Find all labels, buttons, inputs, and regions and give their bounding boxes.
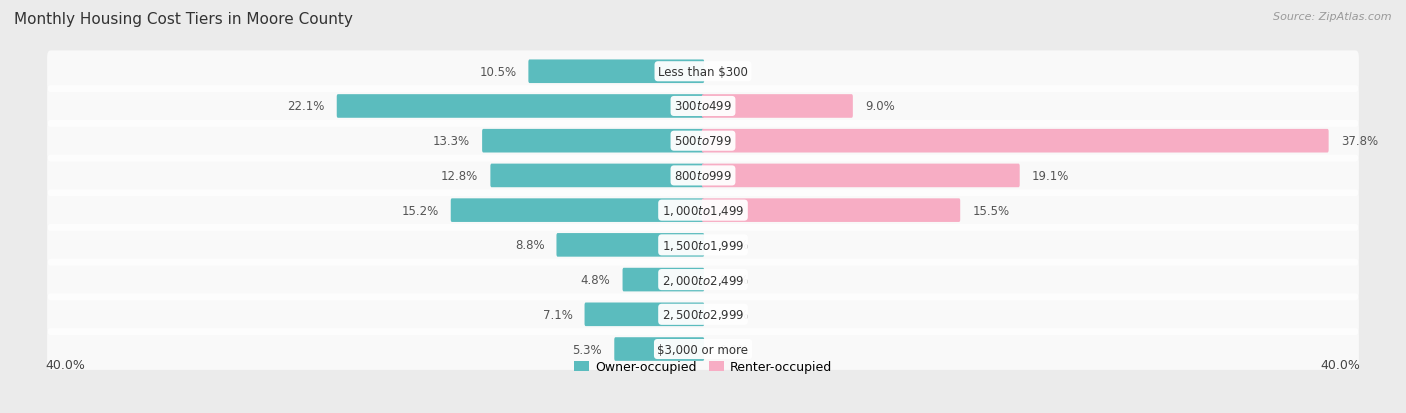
Text: 37.8%: 37.8%: [1341, 135, 1378, 148]
FancyBboxPatch shape: [48, 225, 1358, 266]
Text: 0.0%: 0.0%: [720, 273, 749, 286]
Text: $1,500 to $1,999: $1,500 to $1,999: [662, 238, 744, 252]
FancyBboxPatch shape: [702, 130, 1329, 153]
Text: 40.0%: 40.0%: [1320, 358, 1361, 371]
Text: 4.8%: 4.8%: [581, 273, 610, 286]
FancyBboxPatch shape: [337, 95, 704, 119]
Text: 22.1%: 22.1%: [287, 100, 325, 113]
Text: $500 to $799: $500 to $799: [673, 135, 733, 148]
Text: 7.1%: 7.1%: [543, 308, 572, 321]
Text: 10.5%: 10.5%: [479, 66, 516, 78]
Text: $300 to $499: $300 to $499: [673, 100, 733, 113]
Text: 0.0%: 0.0%: [720, 308, 749, 321]
FancyBboxPatch shape: [702, 95, 853, 119]
Text: 15.2%: 15.2%: [402, 204, 439, 217]
FancyBboxPatch shape: [48, 328, 1358, 370]
Text: 0.0%: 0.0%: [720, 66, 749, 78]
FancyBboxPatch shape: [491, 164, 704, 188]
Text: 13.3%: 13.3%: [433, 135, 470, 148]
Text: 0.0%: 0.0%: [720, 343, 749, 356]
Text: 15.5%: 15.5%: [973, 204, 1010, 217]
Text: 19.1%: 19.1%: [1032, 169, 1069, 183]
Text: 8.8%: 8.8%: [515, 239, 544, 252]
FancyBboxPatch shape: [48, 259, 1358, 301]
FancyBboxPatch shape: [702, 164, 1019, 188]
FancyBboxPatch shape: [482, 130, 704, 153]
FancyBboxPatch shape: [451, 199, 704, 223]
Text: 9.0%: 9.0%: [865, 100, 894, 113]
FancyBboxPatch shape: [48, 86, 1358, 128]
FancyBboxPatch shape: [614, 337, 704, 361]
FancyBboxPatch shape: [48, 121, 1358, 162]
Text: Less than $300: Less than $300: [658, 66, 748, 78]
Text: $3,000 or more: $3,000 or more: [658, 343, 748, 356]
FancyBboxPatch shape: [529, 60, 704, 84]
Text: Monthly Housing Cost Tiers in Moore County: Monthly Housing Cost Tiers in Moore Coun…: [14, 12, 353, 27]
Text: $2,500 to $2,999: $2,500 to $2,999: [662, 308, 744, 322]
FancyBboxPatch shape: [48, 155, 1358, 197]
FancyBboxPatch shape: [48, 294, 1358, 335]
Text: 12.8%: 12.8%: [441, 169, 478, 183]
Text: $800 to $999: $800 to $999: [673, 169, 733, 183]
Text: 0.0%: 0.0%: [720, 239, 749, 252]
Text: $1,000 to $1,499: $1,000 to $1,499: [662, 204, 744, 218]
Text: Source: ZipAtlas.com: Source: ZipAtlas.com: [1274, 12, 1392, 22]
Text: 5.3%: 5.3%: [572, 343, 602, 356]
FancyBboxPatch shape: [585, 303, 704, 326]
Text: 40.0%: 40.0%: [45, 358, 86, 371]
Legend: Owner-occupied, Renter-occupied: Owner-occupied, Renter-occupied: [568, 356, 838, 378]
Text: $2,000 to $2,499: $2,000 to $2,499: [662, 273, 744, 287]
FancyBboxPatch shape: [623, 268, 704, 292]
FancyBboxPatch shape: [48, 51, 1358, 93]
FancyBboxPatch shape: [48, 190, 1358, 231]
FancyBboxPatch shape: [557, 233, 704, 257]
FancyBboxPatch shape: [702, 199, 960, 223]
